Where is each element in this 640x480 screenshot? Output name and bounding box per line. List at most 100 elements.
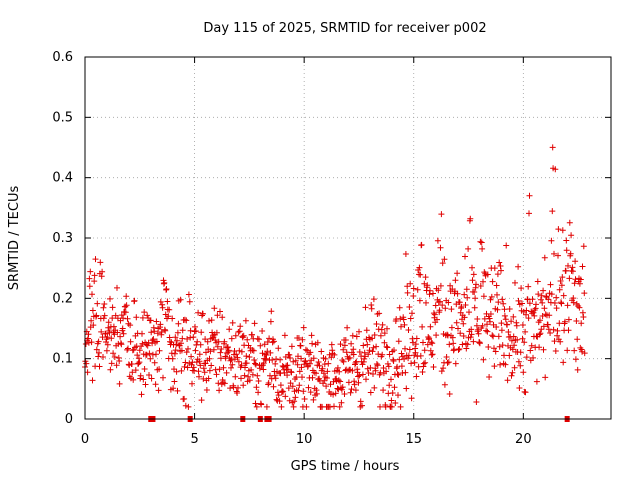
- data-point: [441, 256, 448, 263]
- data-point: [464, 341, 471, 348]
- data-point: [427, 323, 434, 330]
- data-point: [541, 254, 548, 261]
- data-point: [406, 304, 413, 310]
- data-point: [559, 274, 566, 281]
- data-point: [273, 356, 280, 363]
- data-point: [249, 331, 255, 338]
- data-point: [144, 312, 151, 319]
- data-point: [268, 308, 275, 315]
- data-point: [496, 259, 503, 266]
- data-point: [139, 330, 145, 337]
- data-point: [294, 361, 301, 368]
- data-point: [110, 323, 117, 330]
- data-point: [405, 352, 412, 359]
- data-point: [483, 327, 490, 334]
- data-point: [337, 378, 344, 385]
- data-point: [504, 377, 511, 384]
- data-point: [89, 291, 95, 298]
- data-point: [185, 291, 192, 298]
- data-point: [302, 346, 309, 353]
- data-point: [497, 361, 504, 368]
- data-point: [537, 330, 544, 337]
- data-point: [367, 389, 374, 396]
- data-point: [128, 361, 135, 367]
- data-point: [217, 308, 223, 315]
- x-tick-label: 15: [405, 432, 422, 447]
- data-point: [304, 347, 311, 354]
- data-point: [515, 263, 522, 270]
- x-tick-label: 5: [190, 432, 198, 447]
- data-point: [320, 370, 327, 377]
- data-point: [310, 396, 317, 403]
- data-point: [178, 347, 185, 354]
- data-point: [350, 351, 357, 358]
- data-point: [581, 350, 588, 357]
- data-point: [518, 285, 525, 292]
- data-point: [380, 387, 387, 394]
- data-point: [281, 332, 288, 339]
- data-point: [297, 342, 304, 349]
- data-point: [139, 340, 146, 347]
- data-point: [243, 353, 250, 360]
- data-point: [386, 351, 393, 358]
- data-point: [562, 318, 568, 325]
- data-point: [412, 349, 419, 356]
- data-point: [129, 369, 136, 376]
- data-point: [285, 385, 292, 392]
- data-point: [491, 345, 497, 352]
- data-point: [202, 360, 209, 367]
- data-point: [197, 341, 204, 348]
- data-point: [368, 305, 375, 312]
- data-point: [565, 316, 572, 323]
- data-point: [484, 271, 491, 278]
- data-point: [419, 369, 426, 375]
- data-point: [183, 349, 190, 356]
- data-point: [165, 313, 172, 320]
- data-point: [548, 237, 555, 244]
- data-point: [470, 271, 477, 278]
- data-point: [560, 292, 567, 299]
- y-axis-label: SRMTID / TECUs: [7, 186, 22, 291]
- data-point: [257, 342, 264, 349]
- data-point: [141, 366, 148, 372]
- data-point: [494, 291, 500, 298]
- data-point: [445, 299, 452, 306]
- data-point: [487, 296, 494, 303]
- data-point: [487, 318, 493, 325]
- data-point: [502, 361, 509, 368]
- data-point: [404, 283, 411, 290]
- data-point: [478, 239, 485, 246]
- data-point: [252, 360, 259, 367]
- data-point: [211, 305, 218, 312]
- data-point: [107, 366, 114, 373]
- data-point: [542, 374, 549, 381]
- data-point: [201, 369, 208, 376]
- data-point: [235, 384, 241, 391]
- data-point: [499, 342, 506, 349]
- data-point: [250, 347, 257, 354]
- data-point: [136, 347, 143, 354]
- data-point: [568, 232, 575, 239]
- data-point: [453, 319, 460, 326]
- data-point: [305, 384, 312, 391]
- data-point: [353, 358, 360, 365]
- data-point: [197, 362, 204, 369]
- data-point: [236, 347, 243, 354]
- data-point: [509, 369, 516, 376]
- data-point: [571, 347, 578, 354]
- data-point: [204, 338, 211, 345]
- data-point: [454, 290, 461, 297]
- data-point: [519, 322, 526, 328]
- data-point: [359, 371, 366, 378]
- data-point: [395, 392, 401, 399]
- data-point: [214, 343, 221, 350]
- data-point: [223, 369, 230, 376]
- data-point: [301, 396, 308, 402]
- data-point: [93, 346, 100, 353]
- data-point: [514, 336, 521, 343]
- data-point: [146, 350, 153, 357]
- data-point: [498, 320, 505, 327]
- data-point: [280, 388, 287, 395]
- data-point: [429, 351, 436, 358]
- data-point: [526, 210, 532, 217]
